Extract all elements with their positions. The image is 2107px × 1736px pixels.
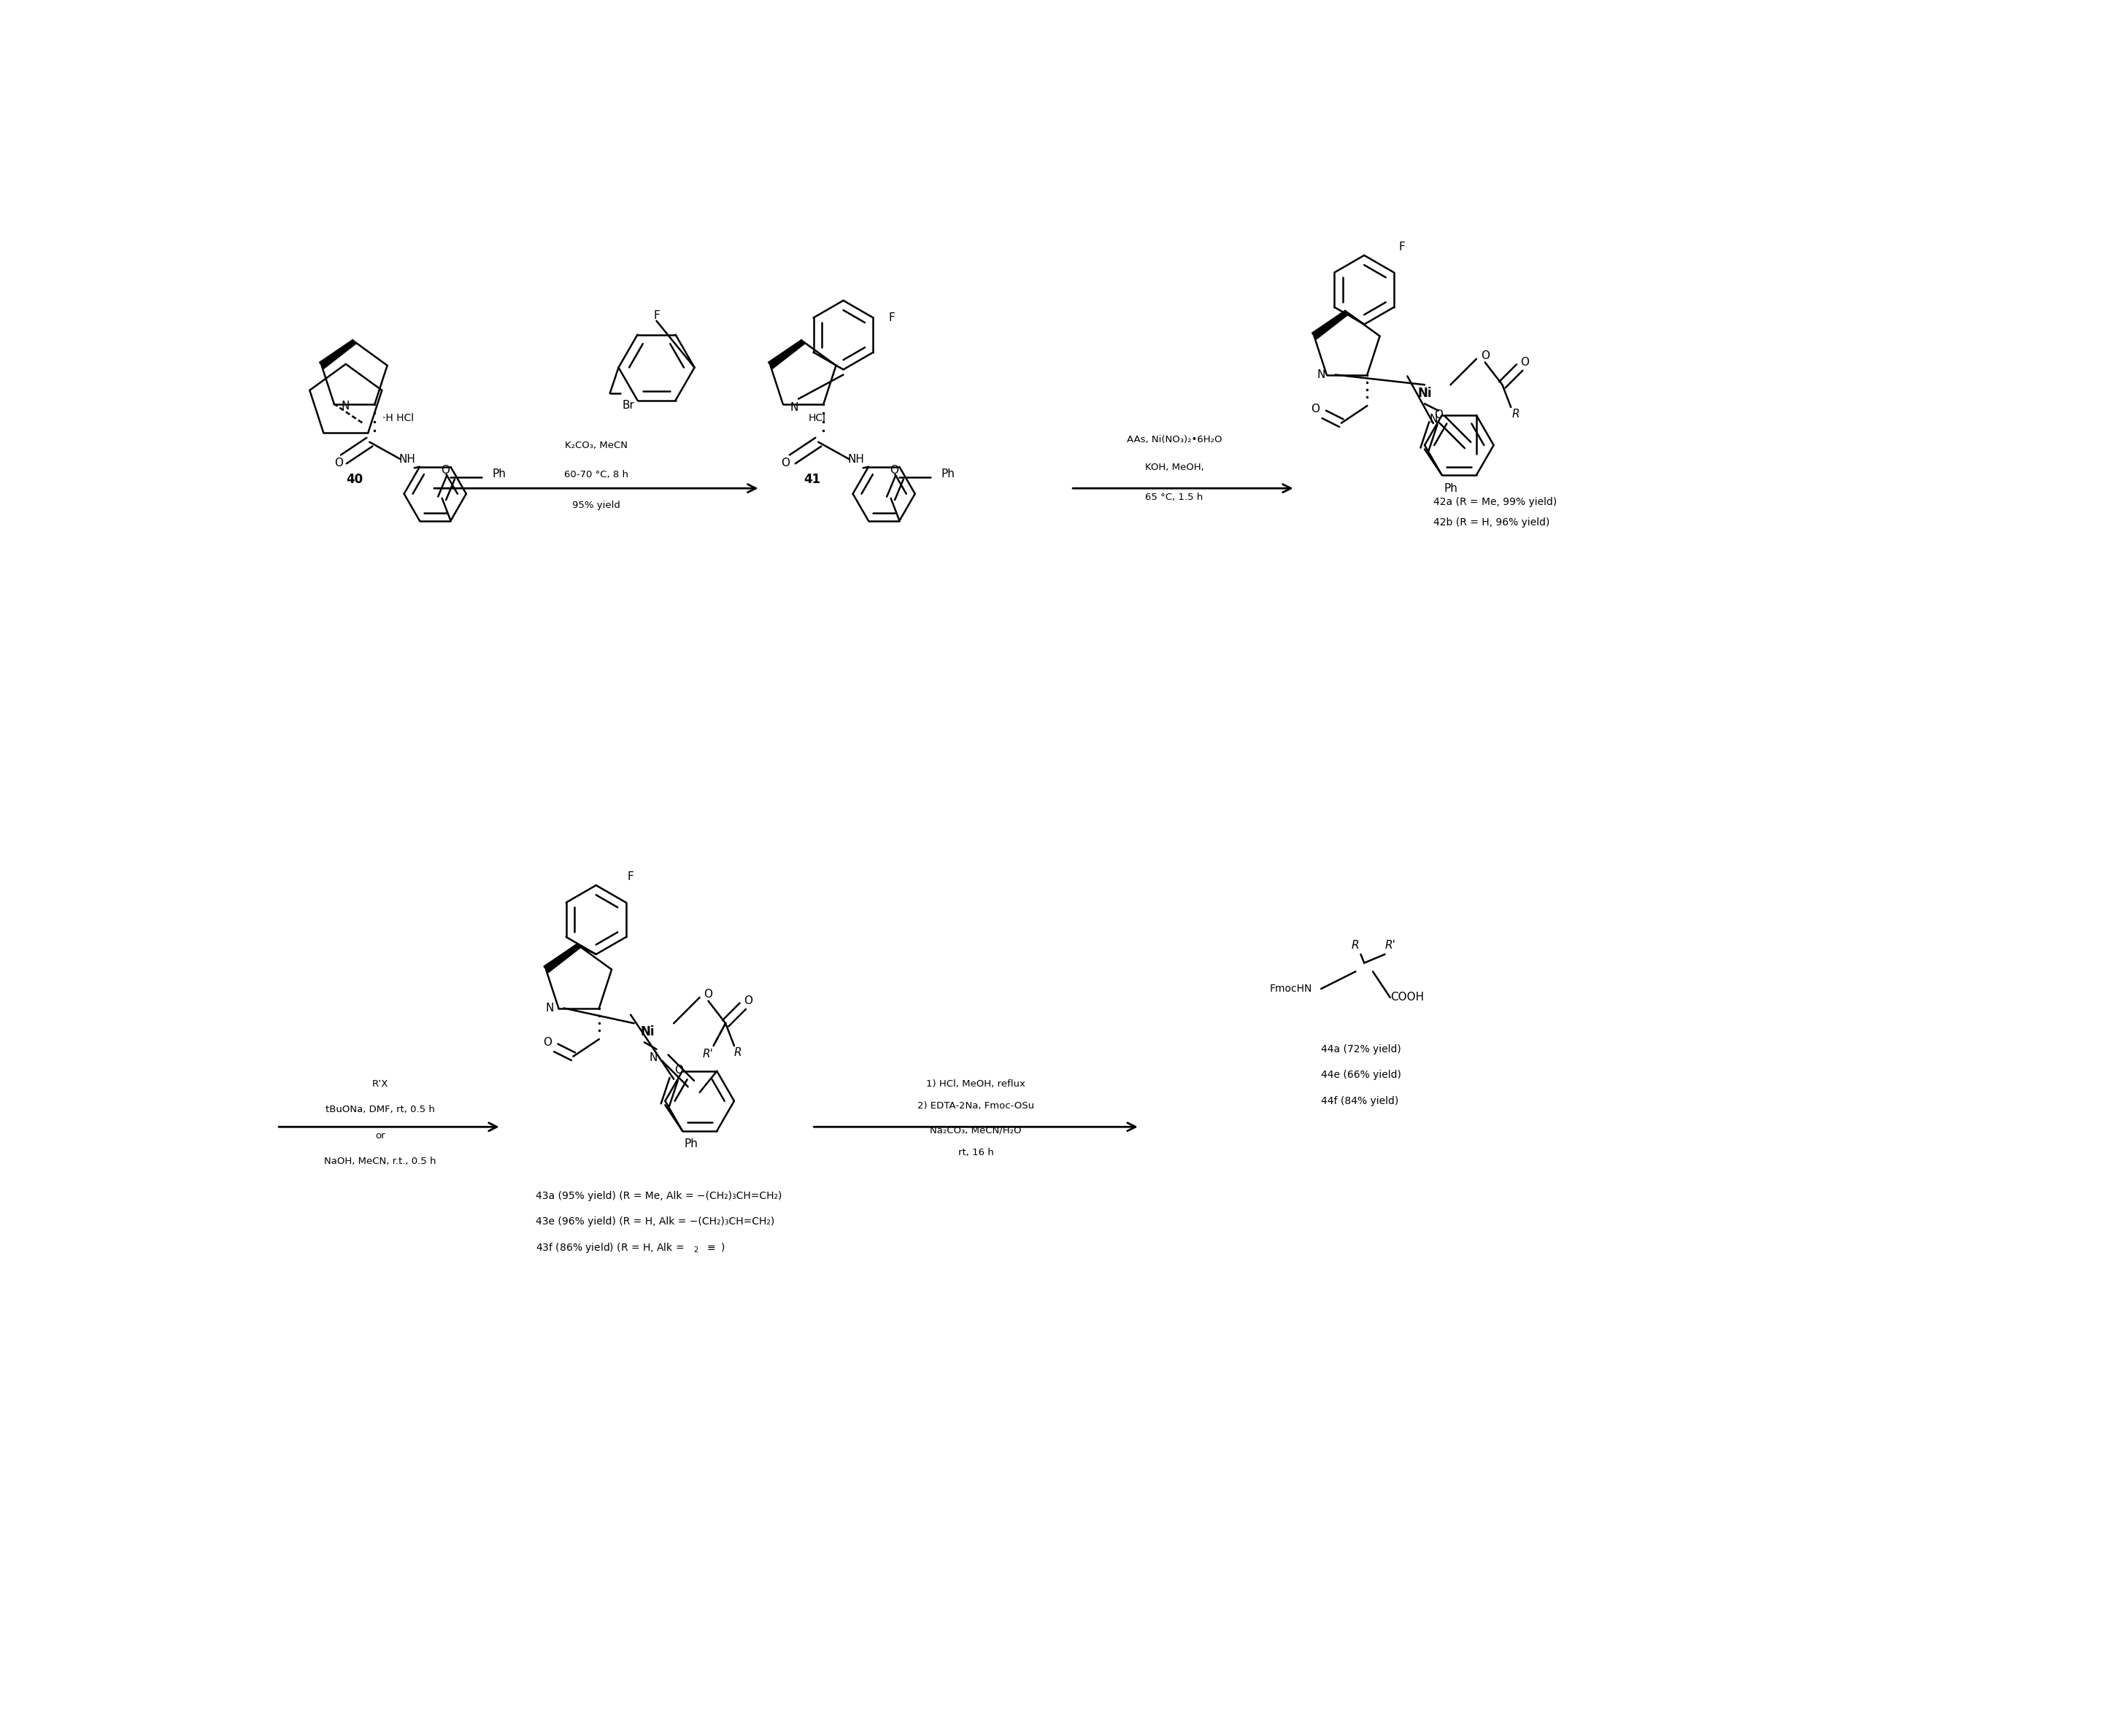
Text: 2) EDTA-2Na, Fmoc-OSu: 2) EDTA-2Na, Fmoc-OSu: [917, 1101, 1035, 1111]
Text: AAs, Ni(NO₃)₂•6H₂O: AAs, Ni(NO₃)₂•6H₂O: [1127, 436, 1222, 444]
Text: 41: 41: [803, 474, 820, 486]
Text: Ni: Ni: [641, 1026, 655, 1038]
Text: O: O: [744, 995, 752, 1007]
Text: R: R: [1353, 941, 1359, 951]
Text: Ph: Ph: [1443, 483, 1458, 493]
Text: 95% yield: 95% yield: [571, 500, 619, 510]
Text: 43f (86% yield) (R = H, Alk =   $\mathsf{_{2}}$  $\equiv$ ): 43f (86% yield) (R = H, Alk = $\mathsf{_…: [535, 1241, 725, 1253]
Text: 42b (R = H, 96% yield): 42b (R = H, 96% yield): [1433, 517, 1549, 528]
Text: O: O: [1311, 404, 1319, 415]
Text: O: O: [335, 457, 343, 469]
Text: tBuONa, DMF, rt, 0.5 h: tBuONa, DMF, rt, 0.5 h: [327, 1104, 434, 1115]
Text: O: O: [440, 465, 451, 476]
Text: O: O: [889, 465, 900, 476]
Text: COOH: COOH: [1391, 991, 1424, 1003]
Polygon shape: [1313, 311, 1348, 339]
Text: F: F: [889, 312, 895, 323]
Text: N: N: [1317, 370, 1325, 380]
Text: Br: Br: [622, 399, 634, 411]
Text: R': R': [1384, 941, 1395, 951]
Text: 44f (84% yield): 44f (84% yield): [1321, 1095, 1399, 1106]
Polygon shape: [320, 340, 356, 368]
Text: R: R: [1513, 408, 1519, 420]
Text: 60-70 °C, 8 h: 60-70 °C, 8 h: [565, 470, 628, 479]
Text: O: O: [1481, 351, 1490, 361]
Polygon shape: [769, 340, 805, 368]
Text: O: O: [1521, 358, 1530, 368]
Text: O: O: [1435, 410, 1443, 420]
Text: N: N: [790, 403, 799, 413]
Text: Na₂CO₃, MeCN/H₂O: Na₂CO₃, MeCN/H₂O: [929, 1125, 1022, 1135]
Text: F: F: [653, 311, 659, 321]
Text: Ph: Ph: [685, 1139, 697, 1149]
Text: N: N: [341, 401, 350, 411]
Text: O: O: [674, 1064, 683, 1076]
Text: or: or: [375, 1130, 386, 1141]
Text: 44e (66% yield): 44e (66% yield): [1321, 1069, 1401, 1080]
Text: N: N: [1429, 413, 1437, 425]
Polygon shape: [544, 944, 579, 972]
Text: R': R': [704, 1049, 714, 1061]
Text: O: O: [782, 457, 790, 469]
Text: F: F: [628, 871, 634, 882]
Text: ·H HCl: ·H HCl: [383, 413, 413, 424]
Text: 40: 40: [346, 474, 362, 486]
Text: NaOH, MeCN, r.t., 0.5 h: NaOH, MeCN, r.t., 0.5 h: [324, 1156, 436, 1167]
Text: R’X: R’X: [373, 1080, 388, 1088]
Text: 65 °C, 1.5 h: 65 °C, 1.5 h: [1146, 493, 1203, 502]
Text: KOH, MeOH,: KOH, MeOH,: [1144, 464, 1203, 472]
Text: N: N: [546, 1003, 554, 1014]
Text: NH: NH: [398, 453, 415, 465]
Text: N: N: [649, 1052, 657, 1064]
Text: F: F: [1399, 241, 1405, 252]
Text: O: O: [544, 1036, 552, 1049]
Text: Ph: Ph: [942, 469, 954, 479]
Text: 43e (96% yield) (R = H, Alk = −(CH₂)₃CH=CH₂): 43e (96% yield) (R = H, Alk = −(CH₂)₃CH=…: [535, 1217, 775, 1227]
Text: 43a (95% yield) (R = Me, Alk = −(CH₂)₃CH=CH₂): 43a (95% yield) (R = Me, Alk = −(CH₂)₃CH…: [535, 1191, 782, 1201]
Text: O: O: [704, 988, 712, 1000]
Text: 1) HCl, MeOH, reflux: 1) HCl, MeOH, reflux: [927, 1080, 1026, 1088]
Text: HCl: HCl: [809, 413, 826, 424]
Text: FmocHN: FmocHN: [1271, 984, 1313, 995]
Text: K₂CO₃, MeCN: K₂CO₃, MeCN: [565, 441, 628, 450]
Text: Ni: Ni: [1418, 387, 1433, 399]
Text: rt, 16 h: rt, 16 h: [959, 1147, 995, 1158]
Text: 44a (72% yield): 44a (72% yield): [1321, 1043, 1401, 1054]
Text: NH: NH: [847, 453, 864, 465]
Text: 42a (R = Me, 99% yield): 42a (R = Me, 99% yield): [1433, 496, 1557, 507]
Text: R: R: [733, 1047, 742, 1059]
Text: Ph: Ph: [493, 469, 506, 479]
